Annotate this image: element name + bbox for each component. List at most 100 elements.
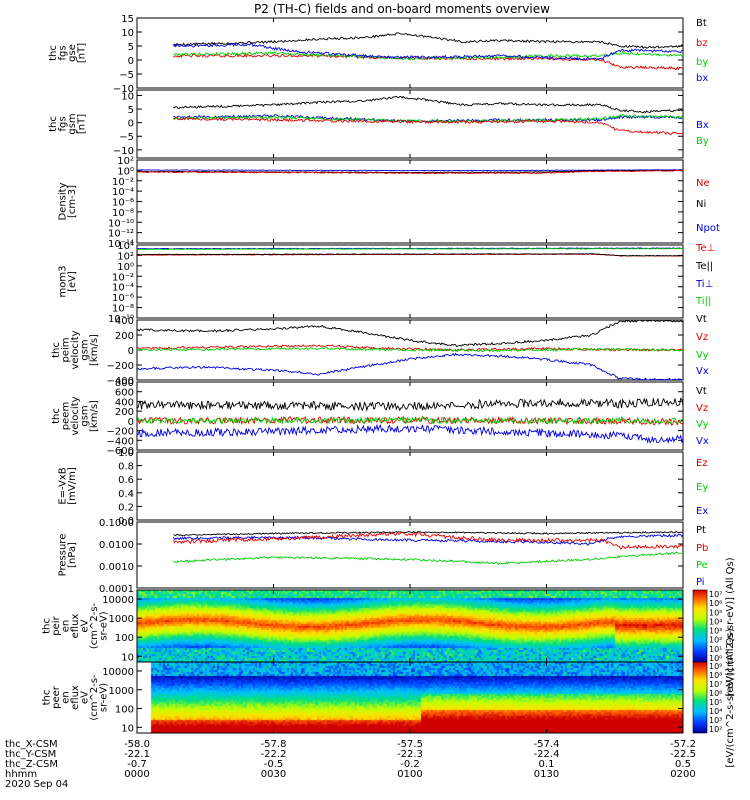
legend-label: Te⊥ [695, 243, 715, 254]
y-tick-label: −200 [107, 361, 134, 372]
y-axis-label: peir [51, 615, 62, 635]
legend-label: Vz [696, 332, 708, 343]
y-tick-label: 10 [121, 91, 134, 102]
legend-label: Vx [696, 366, 709, 377]
series-line-pressure-0 [173, 530, 684, 537]
colorbar-tick: 10⁵ [709, 698, 722, 707]
y-tick-label: 1000 [109, 686, 134, 697]
y-tick-label: 0.6 [118, 475, 134, 486]
y-axis-label: velocity [70, 396, 81, 435]
y-axis-label: eV [80, 619, 91, 632]
x-axis-value: -22.2 [261, 749, 287, 760]
series-line-fgs-gsm-3 [173, 116, 684, 135]
y-axis-label: thc [51, 408, 62, 424]
colorbar-tick: 10⁹ [709, 662, 722, 671]
colorbar-tick: 10¹ [709, 645, 722, 654]
date-label: 2020 Sep 04 [5, 779, 68, 790]
frame-temperature [136, 244, 684, 319]
legend-label: Ex [696, 506, 708, 517]
y-axis-label: peem [61, 402, 72, 430]
y-axis-label: gse [67, 44, 78, 62]
y-axis-label: [km/s] [89, 334, 100, 366]
series-line-peim-velocity-0 [136, 319, 684, 348]
y-axis-label: thc [48, 116, 59, 132]
y-axis-label: eflux [70, 685, 81, 710]
y-axis-label: mom3 [57, 266, 68, 298]
colorbar-tick: 10⁴ [709, 707, 722, 716]
y-tick-label: 10⁻² [112, 272, 134, 283]
y-tick-label: 10⁻¹⁰ [108, 314, 134, 325]
y-tick-label: 10⁻¹⁰ [108, 218, 134, 229]
y-tick-label: 100 [115, 633, 134, 644]
y-axis-label: thc [42, 618, 53, 634]
y-axis-label: [nT] [76, 43, 87, 63]
frame-fgs-gsm [136, 89, 684, 159]
y-tick-label: −200 [107, 427, 134, 438]
x-axis-value: 0.1 [539, 759, 555, 770]
y-tick-label: 10⁻⁴ [112, 283, 134, 294]
y-tick-label: 5 [128, 42, 134, 53]
y-axis-label: sr-eV) [99, 683, 110, 712]
y-tick-label: 10⁻⁴ [112, 187, 134, 198]
legend-label: By [696, 136, 709, 147]
y-tick-label: 0 [128, 119, 134, 130]
frame-fgs-gse [136, 17, 684, 89]
series-line-peem-velocity-0 [136, 397, 684, 412]
colorbar-tick: 10³ [709, 716, 722, 725]
legend-label: Ez [696, 458, 708, 469]
y-axis-label: fgs [57, 45, 68, 60]
y-axis-label: [eV] [67, 271, 78, 292]
y-tick-label: 10⁰ [117, 166, 134, 177]
y-axis-label: gsm [80, 405, 91, 426]
legend-label: Vt [696, 314, 707, 325]
y-tick-label: 10² [117, 251, 134, 262]
legend-label: Vy [696, 419, 709, 430]
y-tick-label: 200 [115, 331, 134, 342]
legend-label: Pi [696, 577, 705, 588]
x-axis-value: -57.2 [670, 739, 696, 750]
series-line-density-2 [136, 169, 684, 175]
y-tick-label: 5 [128, 105, 134, 116]
x-axis-value: 0130 [534, 769, 559, 780]
colorbar-tick: 10³ [709, 627, 722, 636]
x-axis-value: -22.5 [670, 749, 696, 760]
y-tick-label: −10 [113, 84, 134, 95]
heatmap-image-peir-eflux [137, 590, 683, 662]
legend-label: Ey [696, 482, 708, 493]
y-tick-label: 10 [121, 28, 134, 39]
y-tick-label: 10000 [102, 667, 134, 678]
y-tick-label: 0.0001 [99, 584, 134, 595]
x-axis-value: 0030 [261, 769, 286, 780]
legend-label: bx [696, 73, 708, 84]
y-tick-label: 1.0 [118, 448, 134, 459]
colorbar-tick: 10⁶ [709, 599, 722, 608]
series-line-peim-velocity-2 [136, 346, 684, 353]
series-line-peim-velocity-3 [136, 352, 684, 381]
y-tick-label: 10⁻¹⁴ [108, 239, 134, 250]
legend-label: Ne [696, 178, 710, 189]
legend-label: Vy [696, 350, 709, 361]
x-axis-row-name: thc_Y-CSM [5, 749, 56, 760]
legend-label: Vz [696, 403, 708, 414]
series-line-pressure-3 [173, 551, 683, 565]
y-tick-label: 0.2 [118, 502, 134, 513]
y-axis-label: en [61, 691, 72, 704]
panels-layer: −10−5051015thcfgsgse[nT]Btbzbybx−10−5051… [42, 0, 737, 768]
x-axis-value: 0000 [124, 769, 149, 780]
legend-label: Bx [696, 120, 709, 131]
series-line-temperature-1 [136, 247, 683, 250]
y-axis-label: eV [80, 691, 91, 704]
y-tick-label: −5 [119, 70, 134, 81]
y-tick-label: 15 [121, 14, 134, 25]
y-axis-label: [mV/m] [67, 467, 78, 505]
x-axis-value: -58.0 [124, 739, 150, 750]
x-axis-row-name: thc_X-CSM [5, 739, 58, 750]
y-tick-label: 10⁻⁶ [112, 198, 134, 209]
y-axis-label: gsm [67, 113, 78, 134]
y-tick-label: 10⁻⁸ [112, 304, 134, 315]
legend-label: Pb [696, 543, 708, 554]
series-line-fgs-gse-2 [173, 50, 684, 61]
series-line-peem-velocity-2 [136, 416, 684, 425]
